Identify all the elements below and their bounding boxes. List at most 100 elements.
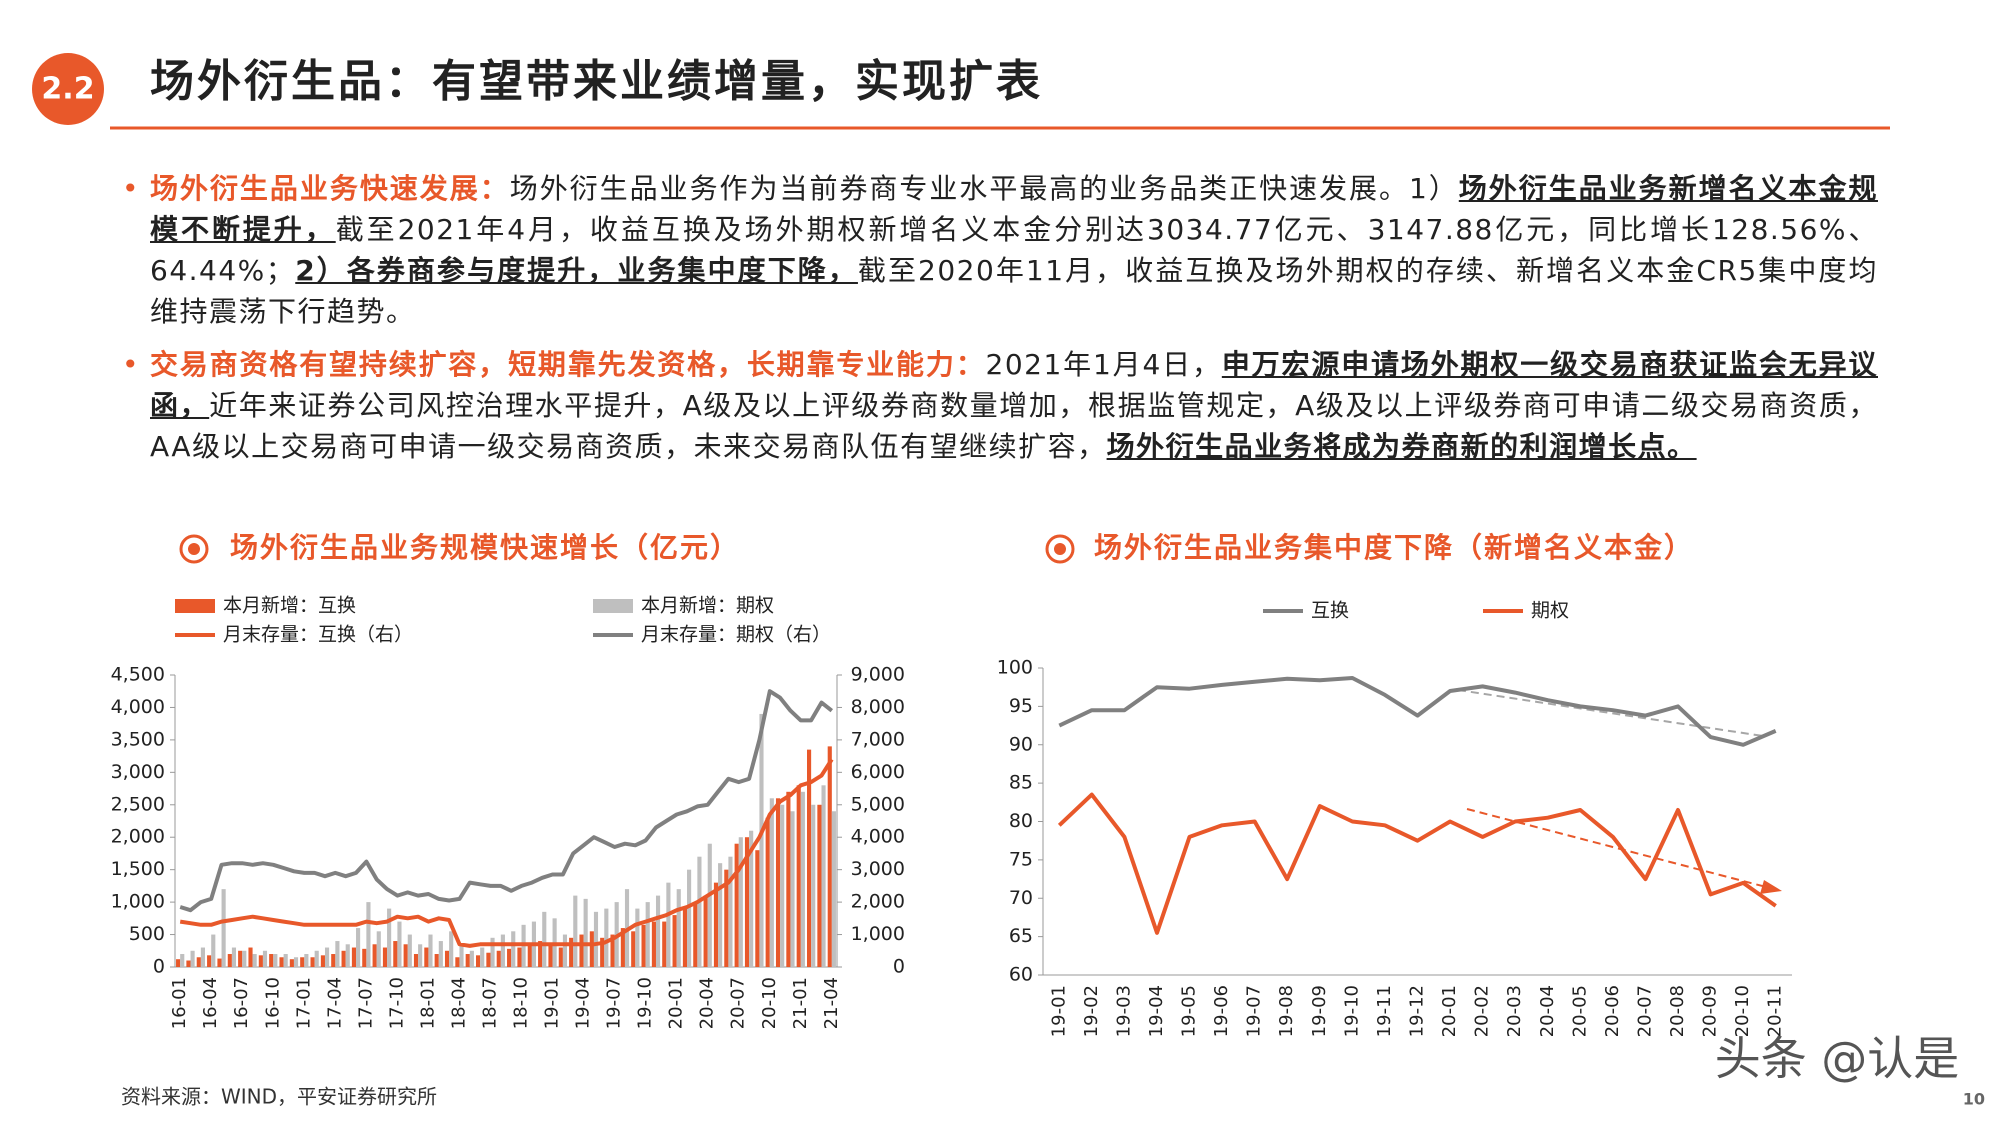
- bar: [227, 954, 232, 967]
- y-tick-label: 3,000: [111, 761, 165, 783]
- bar: [631, 931, 636, 967]
- bar: [707, 843, 712, 967]
- x-tick-label: 21-04: [821, 977, 842, 1029]
- bar: [465, 954, 470, 967]
- x-tick-label: 19-12: [1407, 985, 1428, 1037]
- bar: [397, 921, 402, 967]
- bar: [807, 749, 812, 967]
- bar: [356, 928, 361, 967]
- bar: [507, 948, 512, 967]
- x-tick-label: 20-10: [1732, 985, 1753, 1037]
- legend-swatch: [593, 599, 633, 613]
- bar: [786, 791, 791, 967]
- x-tick-label: 18-01: [417, 977, 438, 1029]
- x-tick-label: 20-07: [728, 977, 749, 1029]
- chart-title: 场外衍生品业务规模快速增长（亿元）: [230, 531, 740, 564]
- x-tick-label: 21-01: [790, 977, 811, 1029]
- x-tick-label: 20-04: [1537, 985, 1558, 1037]
- y-tick-label: 4,000: [111, 696, 165, 718]
- bar: [538, 941, 543, 967]
- x-tick-label: 19-01: [542, 977, 563, 1029]
- bar: [200, 947, 205, 967]
- legend-label: 期权: [1531, 600, 1569, 622]
- bar: [345, 944, 350, 967]
- bar: [476, 955, 481, 967]
- bar: [821, 785, 826, 967]
- bullet: • 场外衍生品业务快速发展：场外衍生品业务作为当前券商专业水平最高的业务品类正快速…: [122, 172, 1878, 328]
- x-tick-label: 20-02: [1472, 985, 1493, 1037]
- line: [1057, 792, 1777, 935]
- bar: [176, 959, 181, 967]
- y-tick-label: 100: [997, 657, 1033, 679]
- y-tick-label: 75: [1009, 848, 1033, 870]
- bar: [651, 921, 656, 967]
- line: [179, 758, 834, 948]
- bar: [811, 804, 816, 967]
- y2-tick-label: 9,000: [851, 664, 905, 686]
- bar: [217, 958, 222, 967]
- bar: [676, 889, 681, 967]
- bar: [190, 950, 195, 967]
- bar: [718, 863, 723, 967]
- x-tick-label: 16-01: [169, 977, 190, 1029]
- y-tick-label: 2,000: [111, 826, 165, 848]
- bullet: • 交易商资格有望持续扩容，短期靠先发资格，长期靠专业能力：2021年1月4日，申…: [122, 348, 1878, 463]
- bullet-text: 截至2020年11月，收益互换及场外期权的存续、新增名义本金CR5集中度均维持震…: [150, 254, 1878, 328]
- bullet-emphasis: 申万宏源申请场外期权一级交易商获证监会无异议函，: [150, 348, 1878, 422]
- title-icon-dot: [188, 543, 200, 555]
- bar: [438, 941, 443, 967]
- bullet-text: 2021年1月4日，: [985, 348, 1222, 381]
- y2-tick-label: 3,000: [851, 858, 905, 880]
- legend-label: 互换: [1311, 600, 1349, 622]
- bar: [252, 954, 257, 967]
- bar: [424, 947, 429, 967]
- x-tick-label: 20-07: [1634, 985, 1655, 1037]
- bar: [242, 950, 247, 967]
- y2-tick-label: 6,000: [851, 761, 905, 783]
- bar: [542, 911, 547, 967]
- y2-tick-label: 5,000: [851, 793, 905, 815]
- y2-tick-label: 8,000: [851, 696, 905, 718]
- bar: [289, 959, 294, 967]
- bar: [320, 955, 325, 967]
- bar: [738, 837, 743, 967]
- y-tick-label: 3,500: [111, 728, 165, 750]
- page-number: 10: [1963, 1090, 1985, 1109]
- bar: [775, 798, 781, 967]
- legend-label: 本月新增：期权: [641, 595, 774, 617]
- bar: [600, 937, 605, 967]
- x-tick-label: 19-07: [604, 977, 625, 1029]
- legend-label: 月末存量：互换（右）: [223, 624, 413, 646]
- bar: [434, 954, 439, 967]
- bar: [562, 934, 568, 967]
- bar: [351, 947, 357, 967]
- bar: [382, 947, 388, 967]
- x-tick-label: 17-01: [293, 977, 314, 1029]
- title-icon-dot: [1054, 543, 1066, 555]
- bar: [500, 934, 505, 967]
- bar: [376, 931, 381, 967]
- bar: [724, 869, 729, 967]
- x-tick-label: 20-04: [697, 977, 718, 1029]
- x-tick-label: 20-06: [1602, 985, 1623, 1037]
- bar: [548, 944, 553, 967]
- x-tick-label: 19-08: [1276, 985, 1297, 1037]
- x-tick-label: 19-02: [1081, 985, 1102, 1037]
- bar: [645, 902, 650, 967]
- bar: [800, 791, 805, 967]
- bar: [341, 950, 346, 967]
- bar: [666, 882, 671, 967]
- bar: [635, 908, 640, 967]
- chart-title: 场外衍生品业务集中度下降（新增名义本金）: [1094, 531, 1694, 564]
- y-tick-label: 65: [1009, 925, 1033, 947]
- y-tick-label: 0: [153, 956, 165, 978]
- bar: [314, 950, 319, 967]
- x-tick-label: 18-10: [511, 977, 532, 1029]
- y-tick-label: 70: [1009, 887, 1033, 909]
- y-tick-label: 80: [1009, 810, 1033, 832]
- bar: [231, 947, 237, 967]
- y-tick-label: 1,500: [111, 858, 165, 880]
- bar: [283, 954, 288, 967]
- bar: [755, 850, 760, 967]
